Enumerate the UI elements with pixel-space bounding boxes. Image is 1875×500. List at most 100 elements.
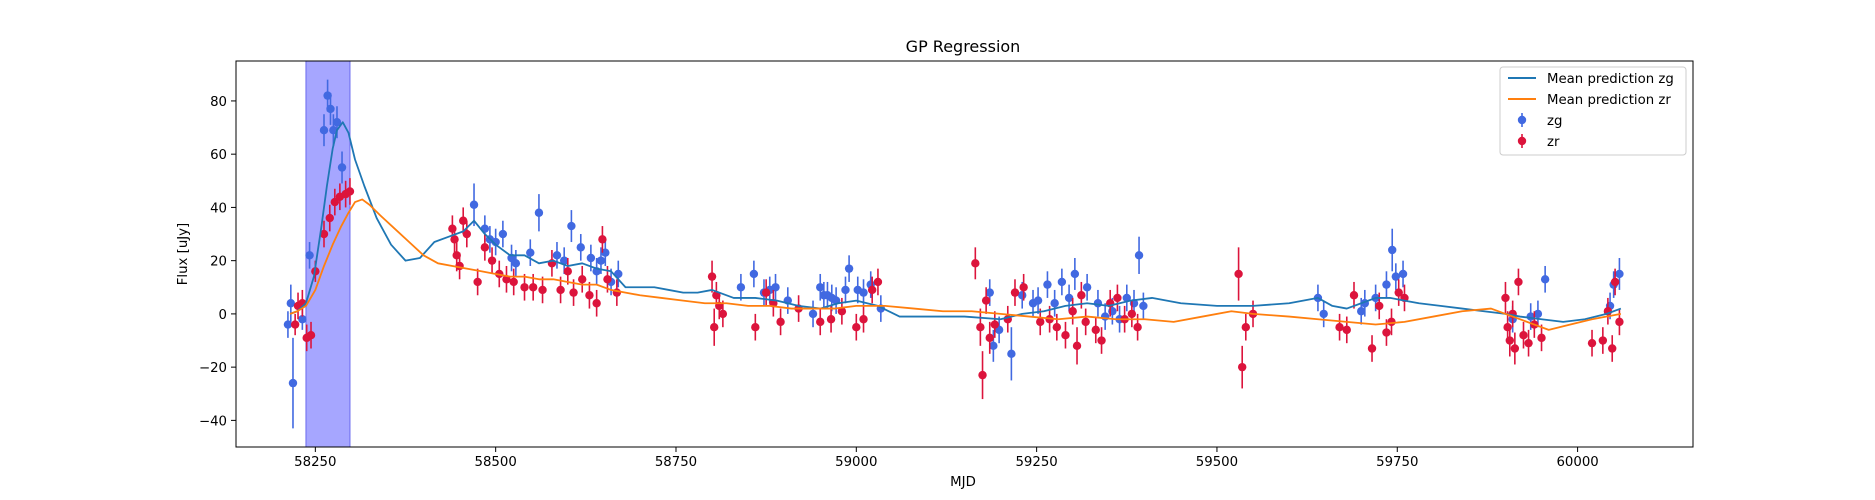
data-point-zr bbox=[1349, 291, 1359, 300]
data-point-zg bbox=[859, 288, 868, 297]
data-point-zg bbox=[576, 243, 585, 252]
data-point-zr bbox=[873, 277, 883, 287]
data-point-zg bbox=[1134, 251, 1144, 260]
data-point-zg bbox=[491, 237, 500, 247]
data-point-zr bbox=[976, 323, 985, 332]
data-point-zr bbox=[1091, 325, 1100, 335]
data-point-zg bbox=[816, 283, 825, 292]
data-point-zr bbox=[603, 275, 612, 284]
data-point-zg bbox=[1533, 309, 1543, 319]
data-point-zr bbox=[981, 296, 991, 305]
data-point-zg bbox=[511, 259, 521, 268]
data-point-zr bbox=[1375, 301, 1384, 311]
data-point-zr bbox=[1610, 277, 1620, 287]
x-axis: 58250 58500 58750 59000 59250 59500 59750 60000 bbox=[294, 447, 1599, 470]
data-point-zg bbox=[329, 126, 338, 135]
data-point-zr bbox=[751, 323, 760, 332]
mean-prediction-line-zr bbox=[289, 198, 1622, 331]
data-point-zr bbox=[290, 320, 300, 329]
data-point-zr bbox=[1052, 323, 1062, 332]
data-point-zr bbox=[852, 323, 861, 332]
data-point-zg bbox=[1319, 309, 1328, 319]
data-point-zr bbox=[1514, 277, 1523, 287]
x-tick-label: 59750 bbox=[1376, 455, 1418, 470]
data-point-zr bbox=[1061, 330, 1070, 340]
legend-label-zr: zr bbox=[1547, 135, 1560, 150]
y-tick-label: 60 bbox=[210, 148, 227, 163]
x-tick-label: 59250 bbox=[1015, 455, 1057, 470]
legend-label-mean-zg: Mean prediction zg bbox=[1547, 72, 1674, 87]
data-point-zg bbox=[567, 221, 576, 231]
data-point-zg bbox=[841, 285, 850, 295]
data-point-zr bbox=[330, 197, 340, 207]
data-point-zr bbox=[473, 277, 482, 287]
data-point-zr bbox=[867, 285, 877, 295]
x-tick-label: 59000 bbox=[835, 455, 877, 470]
y-tick-label: 80 bbox=[210, 95, 227, 110]
data-point-zr bbox=[1615, 317, 1624, 327]
data-point-zg bbox=[1070, 269, 1080, 279]
data-point-zr bbox=[1019, 283, 1028, 292]
data-point-zr bbox=[1394, 288, 1403, 297]
data-point-zr bbox=[1068, 307, 1077, 316]
data-point-zr bbox=[1537, 333, 1546, 343]
data-point-zg bbox=[1122, 293, 1131, 303]
data-point-zg bbox=[1050, 299, 1059, 308]
x-tick-label: 59500 bbox=[1196, 455, 1238, 470]
data-point-zr bbox=[569, 288, 578, 297]
data-point-zr bbox=[1081, 317, 1090, 327]
data-point-zr bbox=[1237, 362, 1247, 372]
data-point-zg bbox=[526, 248, 535, 257]
data-point-zg bbox=[283, 320, 293, 329]
data-point-zr bbox=[1510, 344, 1520, 353]
data-point-zr bbox=[1501, 293, 1510, 303]
mean-prediction-line-zg bbox=[289, 121, 1622, 323]
data-point-zr bbox=[1072, 341, 1082, 351]
data-point-zr bbox=[816, 317, 825, 327]
data-point-zg bbox=[1398, 269, 1408, 279]
data-point-zr bbox=[1382, 328, 1391, 337]
x-tick-label: 58250 bbox=[294, 455, 336, 470]
data-point-zr bbox=[1133, 323, 1142, 332]
data-point-zr bbox=[978, 370, 987, 380]
data-point-zg bbox=[305, 251, 314, 260]
legend-marker-zr bbox=[1517, 134, 1527, 148]
legend: Mean prediction zg Mean prediction zr zg… bbox=[1499, 66, 1687, 156]
data-point-zr bbox=[556, 285, 565, 295]
data-point-zg bbox=[771, 283, 780, 292]
data-point-zr bbox=[971, 259, 980, 268]
data-point-zr bbox=[990, 320, 999, 329]
data-point-zg bbox=[1064, 293, 1074, 303]
data-point-zr bbox=[1608, 344, 1617, 353]
data-point-zg bbox=[1082, 283, 1092, 292]
data-point-zg bbox=[1093, 299, 1103, 308]
data-point-zr bbox=[319, 229, 329, 239]
data-point-zr bbox=[707, 272, 717, 281]
data-point-zr bbox=[1524, 338, 1533, 348]
data-point-zr bbox=[509, 277, 518, 287]
data-point-zr bbox=[578, 275, 587, 284]
y-tick-label: −20 bbox=[199, 361, 227, 376]
data-point-zr bbox=[1010, 288, 1020, 297]
data-point-zg bbox=[288, 378, 298, 388]
data-point-zg bbox=[1615, 269, 1624, 279]
data-point-zg bbox=[1139, 301, 1148, 311]
data-point-zg bbox=[1043, 280, 1052, 289]
data-point-zg bbox=[736, 283, 746, 292]
data-point-zr bbox=[1519, 330, 1528, 340]
data-point-zg bbox=[749, 269, 759, 279]
data-point-zr bbox=[859, 315, 868, 324]
data-point-zg bbox=[1540, 275, 1550, 284]
data-point-zr bbox=[1036, 317, 1045, 327]
data-point-zr bbox=[592, 299, 601, 308]
data-point-zr bbox=[837, 307, 847, 316]
data-point-zg bbox=[469, 200, 479, 209]
data-point-zg bbox=[332, 118, 342, 127]
data-point-zg bbox=[1100, 312, 1110, 321]
data-point-zr bbox=[1505, 336, 1514, 345]
chart-title: GP Regression bbox=[906, 37, 1021, 56]
legend-marker-zg bbox=[1517, 113, 1527, 127]
data-point-zg bbox=[1382, 280, 1391, 289]
data-point-zr bbox=[1097, 336, 1106, 345]
